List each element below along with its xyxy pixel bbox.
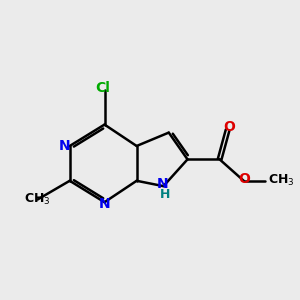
Text: H: H xyxy=(160,188,170,201)
Text: CH$_3$: CH$_3$ xyxy=(24,192,51,207)
Text: Cl: Cl xyxy=(96,81,111,94)
Text: O: O xyxy=(223,120,235,134)
Text: N: N xyxy=(156,177,168,191)
Text: N: N xyxy=(59,139,71,153)
Text: O: O xyxy=(238,172,250,186)
Text: N: N xyxy=(99,196,110,211)
Text: CH$_3$: CH$_3$ xyxy=(268,173,294,188)
